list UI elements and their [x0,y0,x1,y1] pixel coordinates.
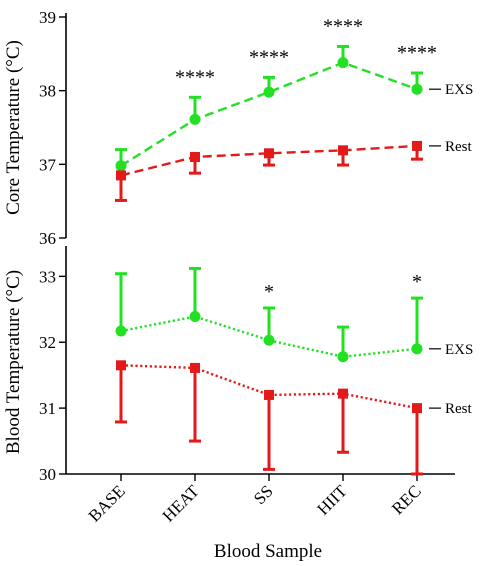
y-tick-label: 38 [39,82,56,101]
data-point [411,343,423,355]
data-point [263,86,275,98]
y-tick-label: 33 [39,267,56,286]
x-axis-title: Blood Sample [214,541,322,562]
legend-label: EXS [445,82,473,98]
data-point [190,151,200,162]
data-point [263,334,275,346]
series-line [120,364,418,410]
data-point [116,170,126,181]
x-tick-label: REC [388,481,425,518]
series-line [120,144,418,177]
series-exs: EXS [115,266,473,363]
data-point [189,113,201,125]
panel-core: 36 37 38 39 Core Temperature (°C) EXS Rest ****… [3,8,473,248]
significance-marker: * [412,271,422,293]
data-point [411,83,423,95]
data-point [116,360,126,371]
x-tick-label: SS [250,481,277,508]
y-tick-label: 37 [39,155,57,174]
data-point [264,389,274,400]
significance-marker: * [264,281,274,303]
series-rest: Rest [115,360,473,476]
data-point [412,403,422,414]
data-point [337,351,349,363]
x-tick-label: HIIT [313,481,351,519]
y-axis-title: Blood Temperature (°C) [3,270,24,454]
panel-blood: 30 31 32 33 Blood Temperature (°C) BASE HEAT SS… [3,246,473,526]
series-exs: EXS [115,44,473,172]
y-tick-label: 31 [39,399,56,418]
significance-marker: **** [397,42,437,64]
legend-label: Rest [445,401,473,417]
y-tick-label: 39 [39,8,56,27]
x-tick-label: BASE [85,481,129,525]
significance-marker: **** [249,46,289,68]
data-point [337,57,349,69]
data-point [190,362,200,373]
y-tick-label: 30 [39,465,56,484]
y-tick-label: 36 [39,229,56,248]
x-tick-label: HEAT [159,481,204,526]
significance-marker: **** [175,66,215,88]
data-point [189,311,201,323]
series-rest: Rest [115,139,473,202]
legend-label: Rest [445,139,473,155]
data-point [115,160,127,172]
data-point [338,388,348,399]
data-point [338,145,348,156]
y-tick-label: 32 [39,333,56,352]
data-point [412,140,422,151]
y-axis-title: Core Temperature (°C) [3,40,24,215]
data-point [115,325,127,337]
legend-label: EXS [445,342,473,358]
significance-marker: **** [323,15,363,37]
data-point [264,148,274,159]
series-line [120,61,418,167]
